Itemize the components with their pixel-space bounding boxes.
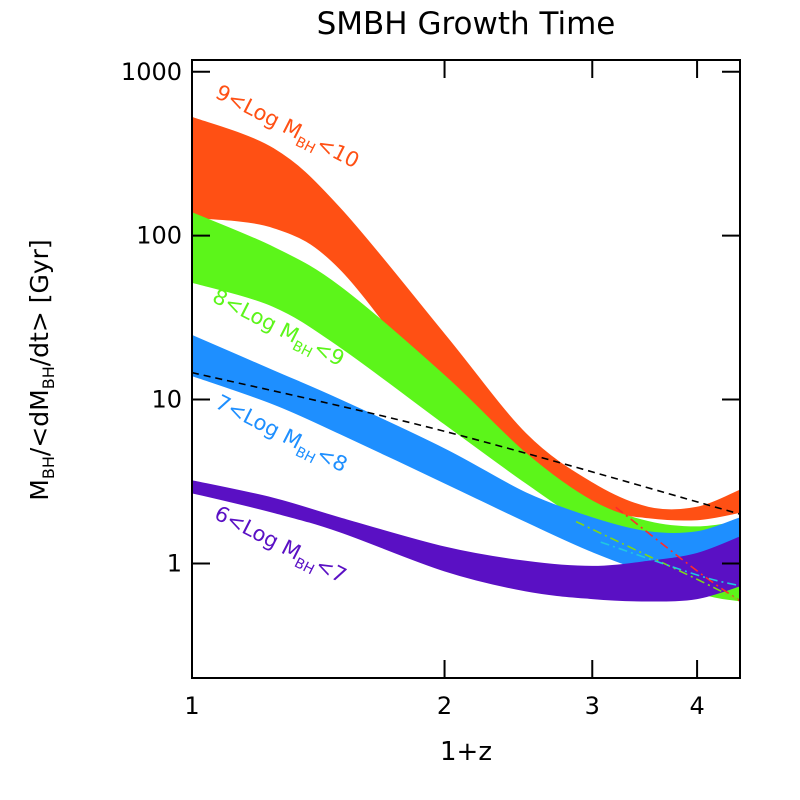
x-tick-label: 4 <box>689 692 704 720</box>
plot-area <box>192 116 740 602</box>
reference-line <box>192 371 740 515</box>
y-label-text: /dt> [Gyr] <box>25 239 54 366</box>
reference-line <box>575 520 740 602</box>
band <box>192 212 740 602</box>
y-label-subscript: BH <box>39 456 58 479</box>
band-label-text: <8 <box>313 442 351 477</box>
band-label-text: <7 <box>312 553 350 588</box>
band <box>192 334 740 575</box>
y-tick-label: 1000 <box>121 58 182 86</box>
x-tick-label: 2 <box>437 692 452 720</box>
y-axis-label: MBH/<dMBH/dt> [Gyr] <box>25 239 58 500</box>
x-tick-label: 3 <box>585 692 600 720</box>
band-label-text: <10 <box>313 132 363 174</box>
x-tick-label: 1 <box>184 692 199 720</box>
reference-line <box>600 541 740 587</box>
y-label-text: M <box>25 479 54 501</box>
plot-frame <box>191 59 741 679</box>
band <box>192 480 740 602</box>
reference-line <box>615 506 740 602</box>
y-label-text: /<dM <box>25 389 54 456</box>
chart-title: SMBH Growth Time <box>317 6 616 42</box>
y-tick-label: 100 <box>136 222 182 250</box>
y-tick-label: 10 <box>151 386 182 414</box>
x-axis-label: 1+z <box>440 737 492 767</box>
y-tick-label: 1 <box>167 549 182 577</box>
y-label-subscript: BH <box>39 366 58 389</box>
